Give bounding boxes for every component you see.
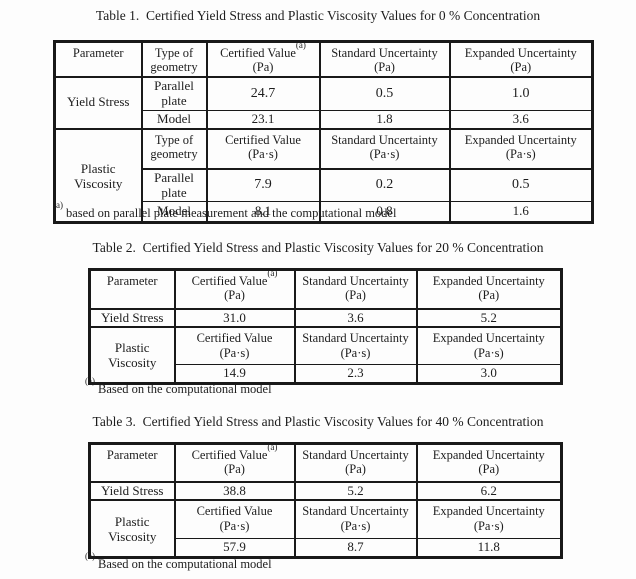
t1-header-certified: Certified Value(a) (Pa) bbox=[205, 41, 321, 78]
t1-viscosity-subheader-certified: Certified Value (Pa·s) bbox=[205, 128, 321, 170]
t3-header-parameter: Parameter bbox=[88, 443, 176, 483]
t1-yield-model-expanded: 3.6 bbox=[448, 110, 594, 130]
t2-yield-label: Yield Stress bbox=[88, 308, 176, 329]
t3-yield-row: Yield Stress 38.8 5.2 6.2 bbox=[88, 481, 563, 502]
table3: Parameter Certified Value(a) (Pa) Standar… bbox=[88, 442, 563, 559]
t1-yield-parallel-row: Yield Stress Parallel plate 24.7 0.5 1.0 bbox=[53, 76, 594, 130]
t1-viscosity-model-row: Model 8.1 0.8 1.6 bbox=[55, 201, 594, 224]
t3-viscosity-subheader-row: Plastic Viscosity Certified Value (Pa·s)… bbox=[88, 500, 563, 559]
t3-viscosity-standard: 8.7 bbox=[293, 538, 418, 559]
t2-header-row: Parameter Certified Value(a) (Pa) Standar… bbox=[88, 269, 563, 310]
t3-viscosity-certified: 57.9 bbox=[173, 538, 296, 559]
t3-header-expanded: Expanded Uncertainty (Pa) bbox=[415, 443, 563, 483]
t3-viscosity-expanded: 11.8 bbox=[415, 538, 563, 559]
t1-viscosity-model-geometry: Model bbox=[140, 201, 208, 224]
t3-header-row: Parameter Certified Value(a) (Pa) Standar… bbox=[88, 443, 563, 483]
t1-footnote-text: based on parallel plate measurement and … bbox=[66, 206, 397, 220]
t2-footnote-marker: (a) bbox=[85, 375, 95, 386]
t2-header-certified-label: Certified Value bbox=[191, 274, 268, 288]
t2-yield-row: Yield Stress 31.0 3.6 5.2 bbox=[88, 308, 563, 329]
t1-yield-label: Yield Stress bbox=[53, 76, 143, 130]
t2-yield-expanded: 5.2 bbox=[415, 308, 563, 329]
t2-viscosity-label: Plastic Viscosity bbox=[88, 327, 176, 385]
t1-yield-parallel-expanded: 1.0 bbox=[448, 76, 594, 111]
t1-viscosity-parallel-certified: 7.9 bbox=[205, 168, 321, 203]
t1-viscosity-parallel-row: Parallel plate 7.9 0.2 0.5 bbox=[55, 168, 594, 203]
t1-header-certified-footnote-marker: (a) bbox=[295, 41, 306, 50]
t1-viscosity-parallel-expanded: 0.5 bbox=[448, 168, 594, 203]
t1-yield-parallel-geometry: Parallel plate bbox=[140, 76, 208, 111]
t2-yield-standard: 3.6 bbox=[293, 308, 418, 329]
t2-header-certified-unit: (Pa) bbox=[224, 288, 245, 303]
t1-yield-model-row: Model 23.1 1.8 3.6 bbox=[55, 110, 594, 130]
t2-viscosity-subheader-row: Plastic Viscosity Certified Value (Pa·s)… bbox=[88, 327, 563, 385]
t3-footnote-text: Based on the computational model bbox=[98, 557, 272, 571]
t1-header-parameter: Parameter bbox=[53, 41, 143, 78]
t1-viscosity-model-standard: 0.8 bbox=[318, 201, 451, 224]
t1-viscosity-label: Plastic Viscosity bbox=[53, 128, 143, 224]
t1-footnote-marker: (a) bbox=[53, 199, 63, 210]
t2-viscosity-certified: 14.9 bbox=[173, 364, 296, 385]
t1-header-certified-label: Certified Value bbox=[220, 46, 296, 60]
t1-yield-model-geometry: Model bbox=[140, 110, 208, 130]
t1-yield-model-certified: 23.1 bbox=[205, 110, 321, 130]
t2-header-parameter: Parameter bbox=[88, 269, 176, 310]
table3-footnote: (a)Based on the computational model bbox=[85, 551, 272, 572]
t1-header-expanded: Expanded Uncertainty (Pa) bbox=[448, 41, 594, 78]
t3-viscosity-values-row: 57.9 8.7 11.8 bbox=[90, 538, 563, 559]
t3-header-certified: Certified Value(a) (Pa) bbox=[173, 443, 296, 483]
t1-viscosity-subheader-standard: Standard Uncertainty (Pa·s) bbox=[318, 128, 451, 170]
t3-footnote-marker: (a) bbox=[85, 550, 95, 561]
t2-viscosity-standard: 2.3 bbox=[293, 364, 418, 385]
t3-header-standard: Standard Uncertainty (Pa) bbox=[293, 443, 418, 483]
table3-caption: Table 3. Certified Yield Stress and Plas… bbox=[92, 414, 544, 429]
t1-header-geometry: Type of geometry bbox=[140, 41, 208, 78]
t1-viscosity-model-certified: 8.1 bbox=[205, 201, 321, 224]
t3-yield-certified: 38.8 bbox=[173, 481, 296, 502]
t2-viscosity-subheader-expanded: Expanded Uncertainty (Pa·s) bbox=[415, 327, 563, 365]
t2-yield-certified: 31.0 bbox=[173, 308, 296, 329]
t1-header-standard: Standard Uncertainty (Pa) bbox=[318, 41, 451, 78]
t3-viscosity-label: Plastic Viscosity bbox=[88, 500, 176, 559]
t1-viscosity-parallel-geometry: Parallel plate bbox=[140, 168, 208, 203]
t2-header-expanded: Expanded Uncertainty (Pa) bbox=[415, 269, 563, 310]
table2: Parameter Certified Value(a) (Pa) Standar… bbox=[88, 268, 563, 385]
t1-viscosity-subheader-expanded: Expanded Uncertainty (Pa·s) bbox=[448, 128, 594, 170]
table1: Parameter Type of geometry Certified Val… bbox=[53, 40, 594, 225]
t3-yield-standard: 5.2 bbox=[293, 481, 418, 502]
t2-viscosity-values-row: 14.9 2.3 3.0 bbox=[90, 364, 563, 385]
t2-header-certified-footnote-marker: (a) bbox=[267, 269, 278, 278]
t2-header-standard: Standard Uncertainty (Pa) bbox=[293, 269, 418, 310]
t3-header-certified-footnote-marker: (a) bbox=[267, 443, 278, 452]
t2-viscosity-subheader-certified: Certified Value (Pa·s) bbox=[173, 327, 296, 365]
t2-footnote-text: Based on the computational model bbox=[98, 382, 272, 396]
table1-caption: Table 1. Certified Yield Stress and Plas… bbox=[95, 8, 541, 23]
t3-viscosity-subheader-expanded: Expanded Uncertainty (Pa·s) bbox=[415, 500, 563, 539]
t2-viscosity-expanded: 3.0 bbox=[415, 364, 563, 385]
t1-viscosity-parallel-standard: 0.2 bbox=[318, 168, 451, 203]
t1-yield-model-standard: 1.8 bbox=[318, 110, 451, 130]
t1-viscosity-subheader-row: Plastic Viscosity Type of geometry Certi… bbox=[53, 128, 594, 224]
t2-header-certified: Certified Value(a) (Pa) bbox=[173, 269, 296, 310]
t3-header-certified-label: Certified Value bbox=[191, 448, 268, 462]
t1-yield-parallel-standard: 0.5 bbox=[318, 76, 451, 111]
t1-viscosity-model-expanded: 1.6 bbox=[448, 201, 594, 224]
t1-header-row: Parameter Type of geometry Certified Val… bbox=[53, 41, 594, 78]
table1-footnote: (a)based on parallel plate measurement a… bbox=[53, 200, 397, 221]
table2-footnote: (a)Based on the computational model bbox=[85, 376, 272, 397]
t1-viscosity-subheader-geometry: Type of geometry bbox=[140, 128, 208, 170]
t3-viscosity-subheader-certified: Certified Value (Pa·s) bbox=[173, 500, 296, 539]
t3-yield-label: Yield Stress bbox=[88, 481, 176, 502]
t3-viscosity-subheader-standard: Standard Uncertainty (Pa·s) bbox=[293, 500, 418, 539]
t1-yield-parallel-certified: 24.7 bbox=[205, 76, 321, 111]
t3-header-certified-unit: (Pa) bbox=[224, 462, 245, 477]
t2-viscosity-subheader-standard: Standard Uncertainty (Pa·s) bbox=[293, 327, 418, 365]
t1-header-certified-unit: (Pa) bbox=[252, 60, 274, 75]
t3-yield-expanded: 6.2 bbox=[415, 481, 563, 502]
table2-caption: Table 2. Certified Yield Stress and Plas… bbox=[92, 240, 544, 255]
